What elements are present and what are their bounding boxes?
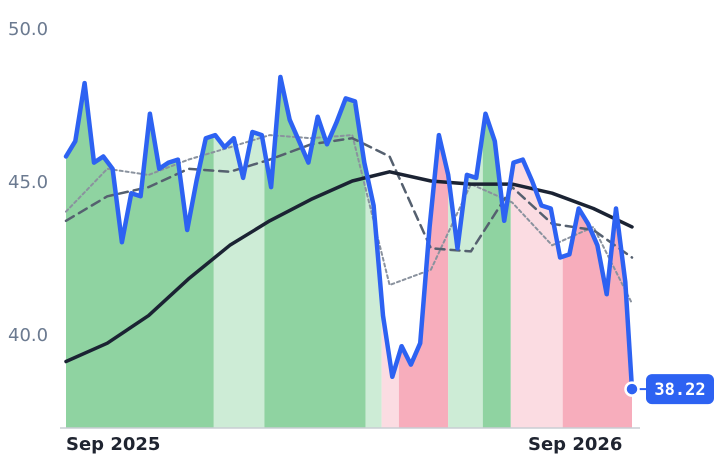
regime-band-9: [510, 159, 563, 428]
y-tick-label-50: 50.0: [8, 19, 48, 40]
y-tick-label-45: 45.0: [8, 172, 48, 193]
regime-band-1: [66, 83, 214, 428]
ma-long-line: [64, 170, 634, 364]
regime-band-2: [213, 132, 265, 428]
y-axis-ticks: 40.0 45.0 50.0: [8, 19, 48, 346]
regime-band-3: [264, 77, 366, 428]
regime-band-7: [448, 132, 483, 428]
last-value-label: 38.22: [654, 380, 705, 400]
last-value-marker: 38.22: [624, 374, 714, 405]
y-tick-label-40: 40.0: [8, 325, 48, 346]
series-lines: [63, 74, 635, 392]
regime-band-10: [562, 208, 632, 428]
x-tick-label-sep-2025: Sep 2025: [66, 434, 160, 455]
ma-mid-line: [64, 136, 634, 259]
regime-bands: [66, 77, 632, 429]
regime-band-6: [398, 135, 449, 428]
x-axis-ticks: Sep 2025 Sep 2026: [66, 434, 622, 455]
x-tick-label-sep-2026: Sep 2026: [528, 434, 622, 455]
regime-band-4: [365, 168, 382, 429]
last-value-badge: [646, 374, 714, 405]
last-value-dot: [624, 381, 640, 397]
ma-short-line: [65, 134, 633, 305]
price-line: [63, 74, 635, 392]
